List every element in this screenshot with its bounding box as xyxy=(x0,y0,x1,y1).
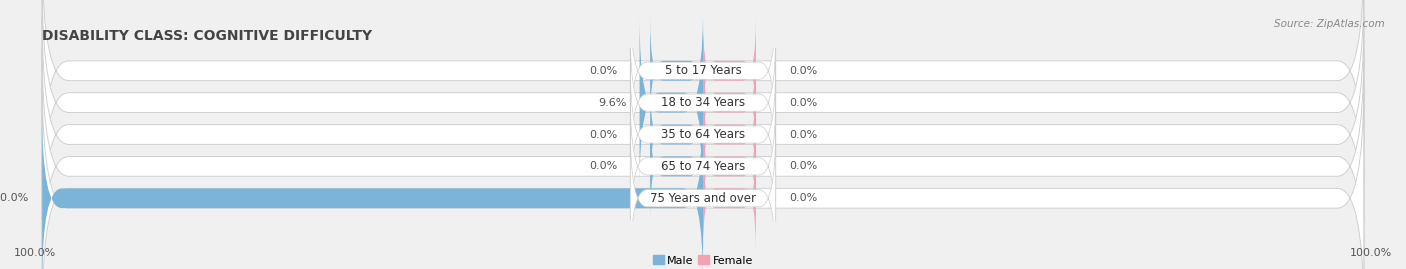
FancyBboxPatch shape xyxy=(42,0,1364,188)
Text: 18 to 34 Years: 18 to 34 Years xyxy=(661,96,745,109)
FancyBboxPatch shape xyxy=(703,144,756,252)
FancyBboxPatch shape xyxy=(650,17,703,125)
Text: 75 Years and over: 75 Years and over xyxy=(650,192,756,205)
FancyBboxPatch shape xyxy=(630,63,776,206)
Text: DISABILITY CLASS: COGNITIVE DIFFICULTY: DISABILITY CLASS: COGNITIVE DIFFICULTY xyxy=(42,29,373,43)
FancyBboxPatch shape xyxy=(630,0,776,142)
Text: 5 to 17 Years: 5 to 17 Years xyxy=(665,64,741,77)
FancyBboxPatch shape xyxy=(703,17,756,125)
FancyBboxPatch shape xyxy=(630,31,776,174)
Text: 9.6%: 9.6% xyxy=(598,98,626,108)
FancyBboxPatch shape xyxy=(42,0,1364,220)
FancyBboxPatch shape xyxy=(42,49,1364,269)
Text: 100.0%: 100.0% xyxy=(14,248,56,258)
Text: 65 to 74 Years: 65 to 74 Years xyxy=(661,160,745,173)
FancyBboxPatch shape xyxy=(650,112,703,220)
Text: 0.0%: 0.0% xyxy=(789,98,817,108)
FancyBboxPatch shape xyxy=(42,112,703,269)
Text: Source: ZipAtlas.com: Source: ZipAtlas.com xyxy=(1274,19,1385,29)
Text: 0.0%: 0.0% xyxy=(789,161,817,171)
Text: 100.0%: 100.0% xyxy=(1350,248,1392,258)
Text: 0.0%: 0.0% xyxy=(789,129,817,140)
Text: 0.0%: 0.0% xyxy=(589,66,617,76)
FancyBboxPatch shape xyxy=(630,95,776,238)
Text: 35 to 64 Years: 35 to 64 Years xyxy=(661,128,745,141)
FancyBboxPatch shape xyxy=(703,49,756,157)
Text: 0.0%: 0.0% xyxy=(589,129,617,140)
Text: 0.0%: 0.0% xyxy=(789,66,817,76)
FancyBboxPatch shape xyxy=(703,81,756,188)
FancyBboxPatch shape xyxy=(650,81,703,188)
Legend: Male, Female: Male, Female xyxy=(648,251,758,269)
FancyBboxPatch shape xyxy=(42,81,1364,269)
FancyBboxPatch shape xyxy=(703,112,756,220)
FancyBboxPatch shape xyxy=(630,127,776,269)
Text: 0.0%: 0.0% xyxy=(589,161,617,171)
FancyBboxPatch shape xyxy=(42,17,1364,252)
Text: 0.0%: 0.0% xyxy=(789,193,817,203)
FancyBboxPatch shape xyxy=(640,17,703,188)
Text: 100.0%: 100.0% xyxy=(0,193,30,203)
